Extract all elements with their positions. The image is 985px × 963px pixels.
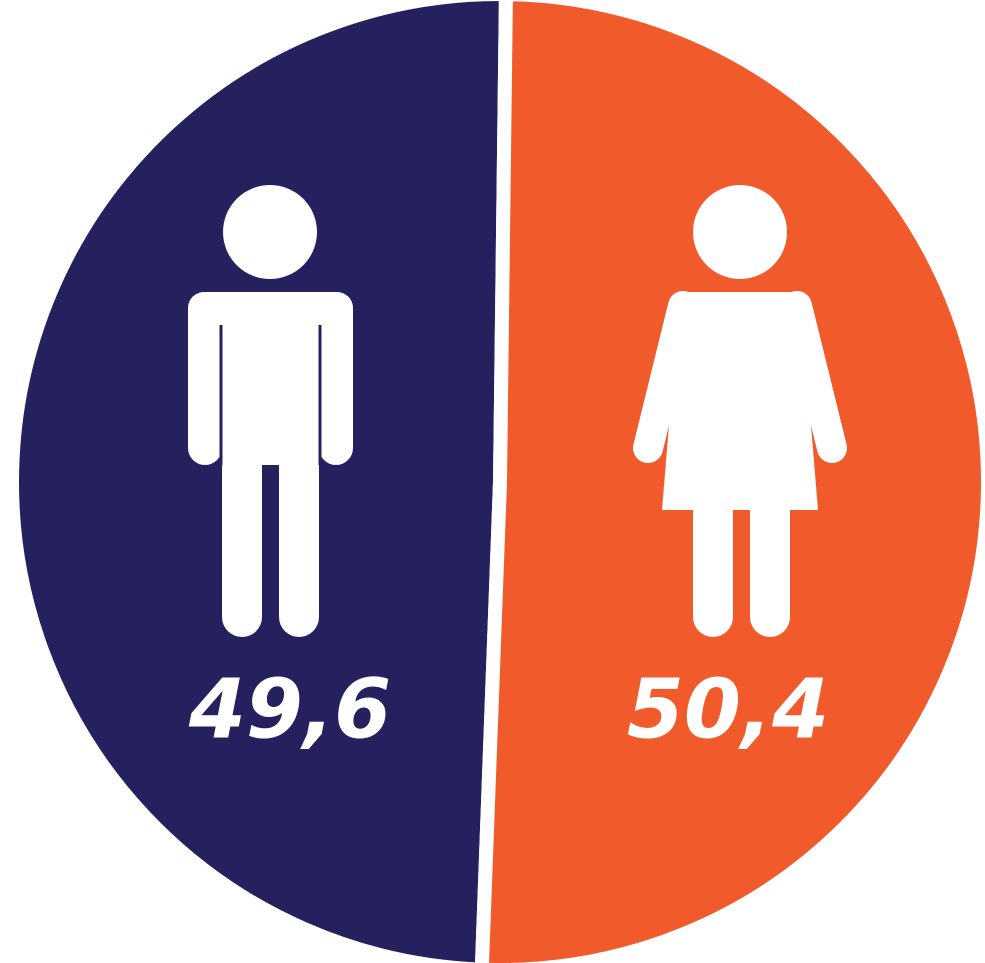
female-icon [633,185,847,637]
pie [4,0,985,963]
male-icon [188,185,353,637]
icons [188,185,847,637]
data-label: 50,4 [627,662,829,757]
data-label: 49,6 [188,662,391,757]
